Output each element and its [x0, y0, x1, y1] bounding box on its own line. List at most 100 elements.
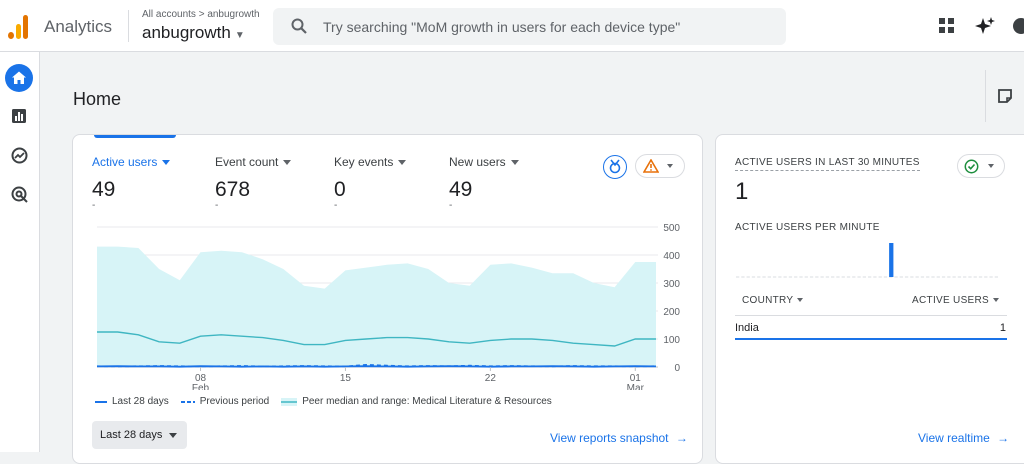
caret-down-icon: [162, 160, 171, 166]
warning-icon: [643, 159, 659, 173]
apps-grid-icon[interactable]: [937, 16, 957, 36]
sidebar-item-home[interactable]: [5, 64, 33, 92]
solid-line-swatch: [95, 400, 107, 403]
bar-chart-icon: [12, 109, 26, 123]
benchmark-icon[interactable]: [603, 155, 627, 179]
column-label: COUNTRY: [742, 295, 794, 306]
metric-new-users[interactable]: New users 49 -: [449, 155, 519, 211]
caret-down-icon: ▼: [234, 30, 245, 41]
metric-change: -: [215, 200, 219, 211]
metric-label: Event count: [215, 155, 279, 169]
metric-change: -: [449, 200, 453, 211]
metric-change: -: [334, 200, 338, 211]
search-bar[interactable]: Try searching "MoM growth in users for e…: [273, 8, 786, 45]
dashed-line-swatch: [180, 400, 195, 403]
view-reports-snapshot-link[interactable]: View reports snapshot →: [550, 431, 688, 445]
column-header-country[interactable]: COUNTRY: [742, 295, 804, 306]
metric-value: 678: [215, 178, 251, 201]
x-tick-label-day: 15: [340, 373, 352, 384]
legend-label: Previous period: [199, 396, 270, 407]
insights-sparkle-icon[interactable]: [975, 16, 995, 36]
top-bar: Analytics All accounts > anbugrowth anbu…: [0, 0, 1024, 52]
app-title: Analytics: [44, 17, 113, 36]
active-tab-indicator: [94, 135, 176, 138]
status-chip[interactable]: [957, 154, 1005, 178]
overview-card: Active users 49 - Event count 678 - Key …: [72, 134, 703, 464]
realtime-value: 1: [735, 178, 749, 205]
arrow-right-icon: →: [997, 431, 1010, 445]
check-circle-icon: [964, 159, 979, 174]
explore-icon: [11, 147, 27, 163]
peer-range-band: [97, 246, 656, 367]
breadcrumb[interactable]: All accounts > anbugrowth: [142, 9, 260, 20]
table-cell-users: 1: [999, 322, 1006, 334]
view-realtime-link[interactable]: View realtime →: [918, 431, 1009, 445]
account-selector[interactable]: anbugrowth ▼: [142, 23, 245, 43]
y-tick-label: 200: [663, 307, 680, 318]
legend-peer: Peer median and range: Medical Literatur…: [281, 396, 552, 407]
y-tick-label: 400: [663, 251, 680, 262]
caret-down-icon: [169, 433, 177, 438]
metric-event-count[interactable]: Event count 678 -: [215, 155, 292, 211]
column-header-active-users[interactable]: ACTIVE USERS: [912, 295, 999, 306]
medal-icon: [609, 159, 621, 174]
metric-label: Key events: [334, 155, 394, 169]
caret-down-icon: [667, 164, 673, 168]
row-share-bar: [735, 338, 1007, 340]
legend-current: Last 28 days: [95, 396, 169, 407]
y-tick-label: 500: [663, 223, 680, 234]
caret-down-icon: [398, 160, 407, 166]
sidebar-item-advertising[interactable]: [5, 180, 33, 208]
anomaly-chip[interactable]: [635, 154, 685, 178]
metric-value: 49: [92, 178, 116, 201]
caret-down-icon: [797, 298, 804, 303]
caret-down-icon: [993, 298, 999, 303]
y-tick-label: 100: [663, 335, 680, 346]
peer-median-line: [97, 331, 656, 347]
y-tick-label: 300: [663, 279, 680, 290]
x-tick-label-month: Mar: [627, 383, 645, 390]
metric-value: 0: [334, 178, 346, 201]
metric-key-events[interactable]: Key events 0 -: [334, 155, 407, 211]
note-icon: [998, 89, 1012, 103]
sidebar-item-explore[interactable]: [5, 141, 33, 169]
realtime-title[interactable]: ACTIVE USERS IN LAST 30 MINUTES: [735, 157, 920, 171]
caret-down-icon: [510, 160, 519, 166]
realtime-card: ACTIVE USERS IN LAST 30 MINUTES 1 ACTIVE…: [715, 134, 1024, 464]
column-label: ACTIVE USERS: [912, 295, 989, 306]
arrow-right-icon: →: [675, 431, 688, 445]
legend-label: Peer median and range: Medical Literatur…: [302, 396, 552, 407]
caret-down-icon: [988, 164, 994, 168]
analytics-logo-icon[interactable]: [8, 15, 30, 39]
help-icon[interactable]: [1011, 16, 1024, 36]
table-cell-country: India: [735, 322, 759, 334]
header-divider: [128, 10, 129, 42]
x-tick-label-month: Feb: [192, 383, 210, 390]
page-title: Home: [73, 89, 122, 109]
metric-label: New users: [449, 155, 506, 169]
account-name: anbugrowth: [142, 23, 231, 42]
date-range-selector[interactable]: Last 28 days: [92, 421, 187, 449]
link-label: View reports snapshot: [550, 431, 669, 445]
last-28-days-line: [96, 365, 657, 368]
link-label: View realtime: [918, 431, 990, 445]
target-icon: [11, 186, 28, 203]
x-tick-label-day: 01: [630, 373, 642, 384]
metric-label: Active users: [92, 155, 158, 169]
caret-down-icon: [283, 160, 292, 166]
sidebar-item-reports[interactable]: [5, 102, 33, 130]
metric-value: 49: [449, 178, 473, 201]
notes-button[interactable]: [985, 70, 1024, 122]
legend-previous: Previous period: [180, 396, 270, 407]
metric-change: -: [92, 200, 96, 211]
minute-bar[interactable]: [889, 243, 894, 277]
metric-active-users[interactable]: Active users 49 -: [92, 155, 171, 211]
home-icon: [12, 71, 26, 84]
search-placeholder: Try searching "MoM growth in users for e…: [323, 19, 681, 35]
x-tick-label-day: 08: [195, 373, 207, 384]
date-range-label: Last 28 days: [100, 429, 163, 441]
sidebar: [0, 52, 40, 452]
chart-legend: Last 28 days Previous period Peer median…: [95, 396, 564, 407]
search-icon: [291, 18, 307, 34]
